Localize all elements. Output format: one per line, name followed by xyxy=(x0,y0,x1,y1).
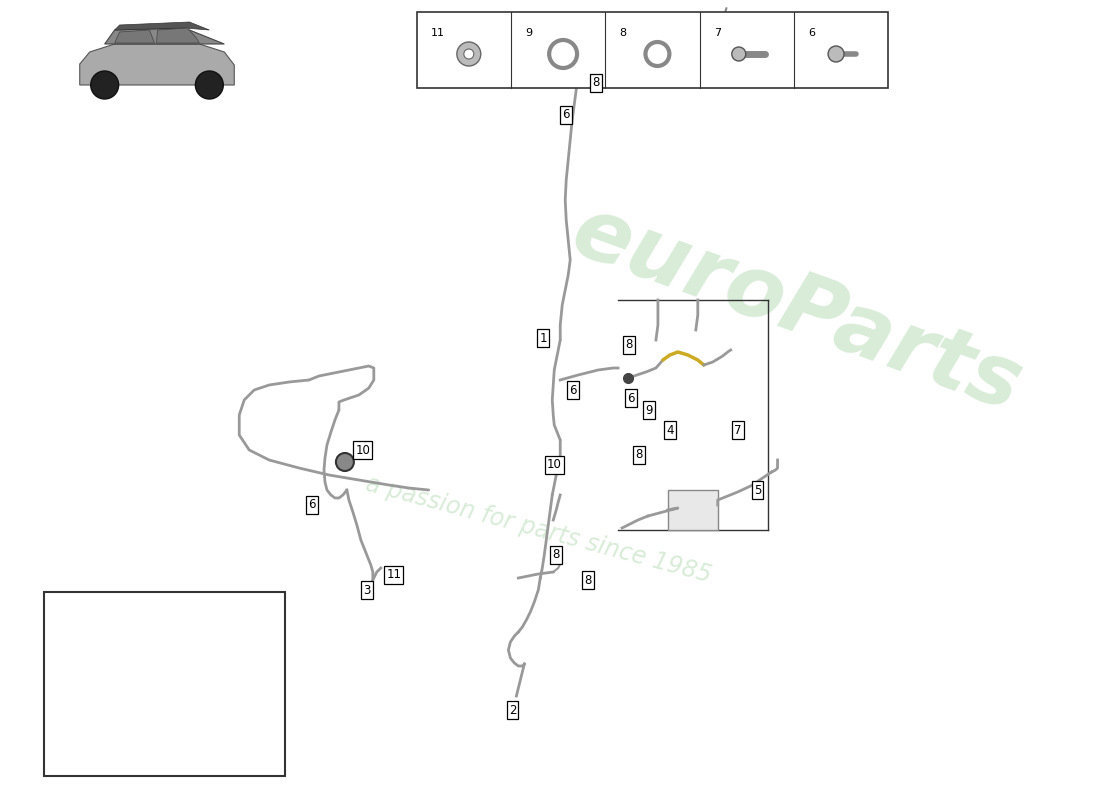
Text: 6: 6 xyxy=(570,383,576,397)
Text: a passion for parts since 1985: a passion for parts since 1985 xyxy=(363,472,714,588)
Text: 9: 9 xyxy=(525,28,532,38)
Text: 6: 6 xyxy=(308,498,316,511)
Polygon shape xyxy=(156,28,199,43)
Text: 8: 8 xyxy=(552,549,560,562)
Text: 1: 1 xyxy=(539,331,547,345)
Circle shape xyxy=(336,453,354,471)
Text: 9: 9 xyxy=(646,403,652,417)
Circle shape xyxy=(710,27,726,43)
Bar xyxy=(44,592,285,776)
Text: euroParts: euroParts xyxy=(561,190,1033,430)
Text: 8: 8 xyxy=(625,338,632,351)
Text: 8: 8 xyxy=(593,77,600,90)
Polygon shape xyxy=(114,30,154,43)
Text: 5: 5 xyxy=(754,483,761,497)
Text: 6: 6 xyxy=(627,391,635,405)
Text: 7: 7 xyxy=(714,28,720,38)
Text: 2: 2 xyxy=(508,703,516,717)
Text: 11: 11 xyxy=(431,28,444,38)
Bar xyxy=(417,12,888,88)
Polygon shape xyxy=(104,28,224,44)
Polygon shape xyxy=(79,44,234,85)
Circle shape xyxy=(456,42,481,66)
Text: 8: 8 xyxy=(619,28,627,38)
Text: 10: 10 xyxy=(355,443,371,457)
Text: 11: 11 xyxy=(386,569,402,582)
Polygon shape xyxy=(114,22,209,30)
Text: 8: 8 xyxy=(584,574,592,586)
Text: 7: 7 xyxy=(734,423,741,437)
Circle shape xyxy=(732,47,746,61)
Text: 6: 6 xyxy=(562,109,570,122)
Bar xyxy=(668,490,717,530)
Circle shape xyxy=(196,71,223,99)
Text: 10: 10 xyxy=(547,458,562,471)
Circle shape xyxy=(828,46,844,62)
Circle shape xyxy=(464,49,474,59)
Text: 3: 3 xyxy=(363,583,371,597)
Text: 6: 6 xyxy=(808,28,815,38)
Circle shape xyxy=(90,71,119,99)
Text: 8: 8 xyxy=(636,449,642,462)
Text: 4: 4 xyxy=(667,423,673,437)
